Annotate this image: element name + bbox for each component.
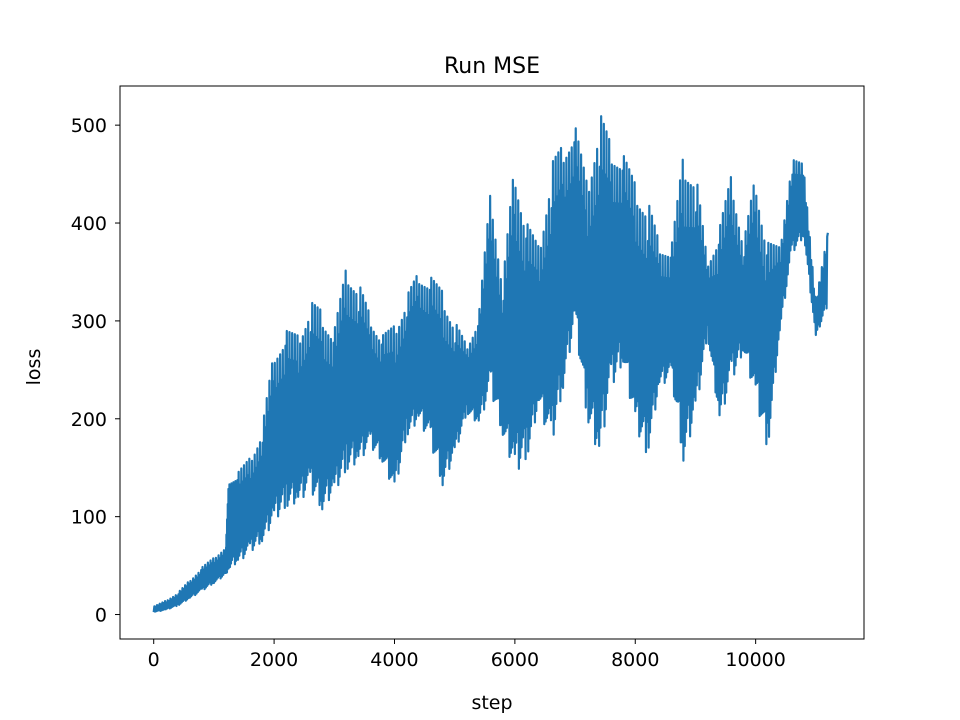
- x-tick-label: 6000: [491, 649, 539, 671]
- x-axis-ticks: 0 2000 4000 6000 8000 10000: [148, 639, 786, 671]
- y-tick-label: 0: [95, 605, 107, 627]
- plot-frame: [119, 85, 865, 640]
- y-tick-label: 400: [71, 213, 107, 235]
- x-tick-label: 2000: [250, 649, 298, 671]
- chart-title: Run MSE: [444, 54, 540, 79]
- y-tick-label: 200: [71, 409, 107, 431]
- y-tick-label: 500: [71, 115, 107, 137]
- y-axis-ticks: 0 100 200 300 400 500: [71, 115, 120, 627]
- y-tick-label: 300: [71, 311, 107, 333]
- x-tick-label: 4000: [370, 649, 418, 671]
- series-line-0: [152, 115, 829, 613]
- x-tick-label: 10000: [725, 649, 785, 671]
- y-tick-label: 100: [71, 507, 107, 529]
- series-layer: [152, 115, 829, 613]
- x-tick-label: 0: [148, 649, 160, 671]
- x-axis-label: step: [471, 692, 512, 714]
- x-tick-label: 8000: [611, 649, 659, 671]
- y-axis-label: loss: [23, 349, 45, 386]
